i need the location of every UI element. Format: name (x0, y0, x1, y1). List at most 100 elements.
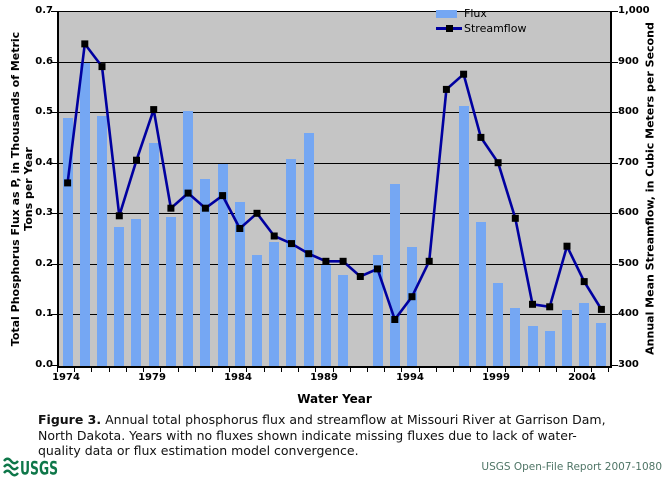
flux-bar (80, 63, 90, 366)
y-axis-tick-right (612, 213, 618, 214)
usgs-logo-text: USGS (20, 458, 58, 480)
flux-bar (579, 303, 589, 366)
flux-bar (596, 323, 606, 366)
y-axis-tick-left (51, 62, 57, 63)
x-axis-tick (281, 368, 282, 372)
streamflow-marker (270, 232, 278, 240)
y-axis-tick-label-right: 700 (618, 157, 639, 168)
x-axis-tick (57, 368, 58, 372)
flux-bar (407, 247, 417, 366)
flux-bar (545, 331, 555, 366)
y-axis-tick-label-right: 300 (618, 359, 639, 370)
streamflow-marker (511, 214, 519, 222)
streamflow-marker (253, 209, 261, 217)
streamflow-marker (494, 159, 502, 167)
streamflow-marker (201, 204, 209, 212)
x-axis-tick-label: 1994 (396, 372, 424, 383)
y-axis-tick-label-right: 400 (618, 308, 639, 319)
x-axis-tick (264, 368, 265, 372)
y-axis-tick-left (51, 365, 57, 366)
x-axis-tick (539, 368, 540, 372)
page-footer: USGS USGS Open-File Report 2007-1080 (0, 453, 669, 483)
legend-flux-entry: Flux (436, 6, 526, 21)
x-axis-tick (91, 368, 92, 372)
flux-bar (528, 326, 538, 366)
x-axis-tick-label: 1999 (482, 372, 510, 383)
y-axis-tick-label-right: 600 (618, 207, 639, 218)
caption-figure-number: Figure 3. (38, 412, 102, 427)
streamflow-marker (339, 257, 347, 265)
y-axis-tick-label-left: 0.2 (35, 258, 53, 269)
flux-bar (562, 310, 572, 366)
streamflow-marker (597, 305, 605, 313)
streamflow-marker (425, 257, 433, 265)
x-axis-tick (574, 368, 575, 372)
x-axis-tick (195, 368, 196, 372)
plot-area (57, 11, 612, 368)
flux-bar (510, 308, 520, 366)
streamflow-marker (546, 303, 554, 311)
flux-bar (97, 116, 107, 366)
flux-bar (321, 265, 331, 366)
flux-bar (131, 219, 141, 366)
flux-bar (183, 111, 193, 366)
streamflow-marker (460, 70, 468, 78)
x-axis-tick (436, 368, 437, 372)
streamflow-marker (133, 156, 140, 164)
y-axis-tick-right (612, 365, 618, 366)
streamflow-marker (115, 212, 123, 220)
y-axis-tick-right (612, 314, 618, 315)
legend-flux-label: Flux (464, 7, 487, 20)
y-axis-tick-left (51, 112, 57, 113)
x-axis-tick (419, 368, 420, 372)
streamflow-marker (184, 189, 192, 197)
legend-streamflow-entry: Streamflow (436, 21, 526, 36)
flux-bar (459, 106, 469, 366)
streamflow-marker (408, 293, 416, 301)
flux-bar (235, 202, 245, 366)
streamflow-marker (219, 192, 227, 200)
flux-bar (200, 179, 210, 366)
x-axis-tick-label: 1989 (310, 372, 338, 383)
x-axis-tick-label: 2004 (568, 372, 596, 383)
x-axis-tick (229, 368, 230, 372)
streamflow-marker (305, 250, 313, 258)
streamflow-marker (150, 106, 158, 114)
y-gridline (59, 213, 610, 214)
y-axis-tick-label-left: 0.5 (35, 106, 53, 117)
usgs-logo: USGS (3, 458, 58, 480)
streamflow-marker (374, 265, 381, 273)
y-axis-tick-left (51, 213, 57, 214)
y-axis-tick-right (612, 11, 618, 12)
y-axis-tick-right (612, 264, 618, 265)
x-axis-tick (246, 368, 247, 372)
flux-bar (304, 133, 314, 366)
flux-bar (373, 255, 383, 366)
y-axis-tick-label-right: 900 (618, 56, 639, 67)
y-axis-tick-left (51, 264, 57, 265)
x-axis-tick (109, 368, 110, 372)
x-axis-tick (298, 368, 299, 372)
x-axis-tick (608, 368, 609, 372)
x-axis-tick (470, 368, 471, 372)
y-axis-tick-right (612, 62, 618, 63)
x-axis-tick (143, 368, 144, 372)
y-axis-tick-label-right: 1,000 (618, 5, 650, 16)
flux-bar (269, 242, 279, 366)
streamflow-marker (167, 204, 175, 212)
y-gridline (59, 163, 610, 164)
flux-bar (493, 283, 503, 366)
y-axis-tick-label-left: 0.0 (35, 359, 53, 370)
caption-line-2: North Dakota. Years with no fluxes shown… (38, 427, 577, 443)
x-axis-tick-label: 1984 (224, 372, 252, 383)
x-axis-tick-label: 1979 (138, 372, 166, 383)
y-gridline (59, 112, 610, 113)
x-axis-tick (556, 368, 557, 372)
streamflow-marker (580, 278, 588, 286)
x-axis-tick (505, 368, 506, 372)
streamflow-marker (236, 225, 244, 232)
y-axis-tick-label-left: 0.1 (35, 308, 53, 319)
y-gridline (59, 314, 610, 315)
caption-line-1: Figure 3. Annual total phosphorus flux a… (38, 412, 638, 428)
